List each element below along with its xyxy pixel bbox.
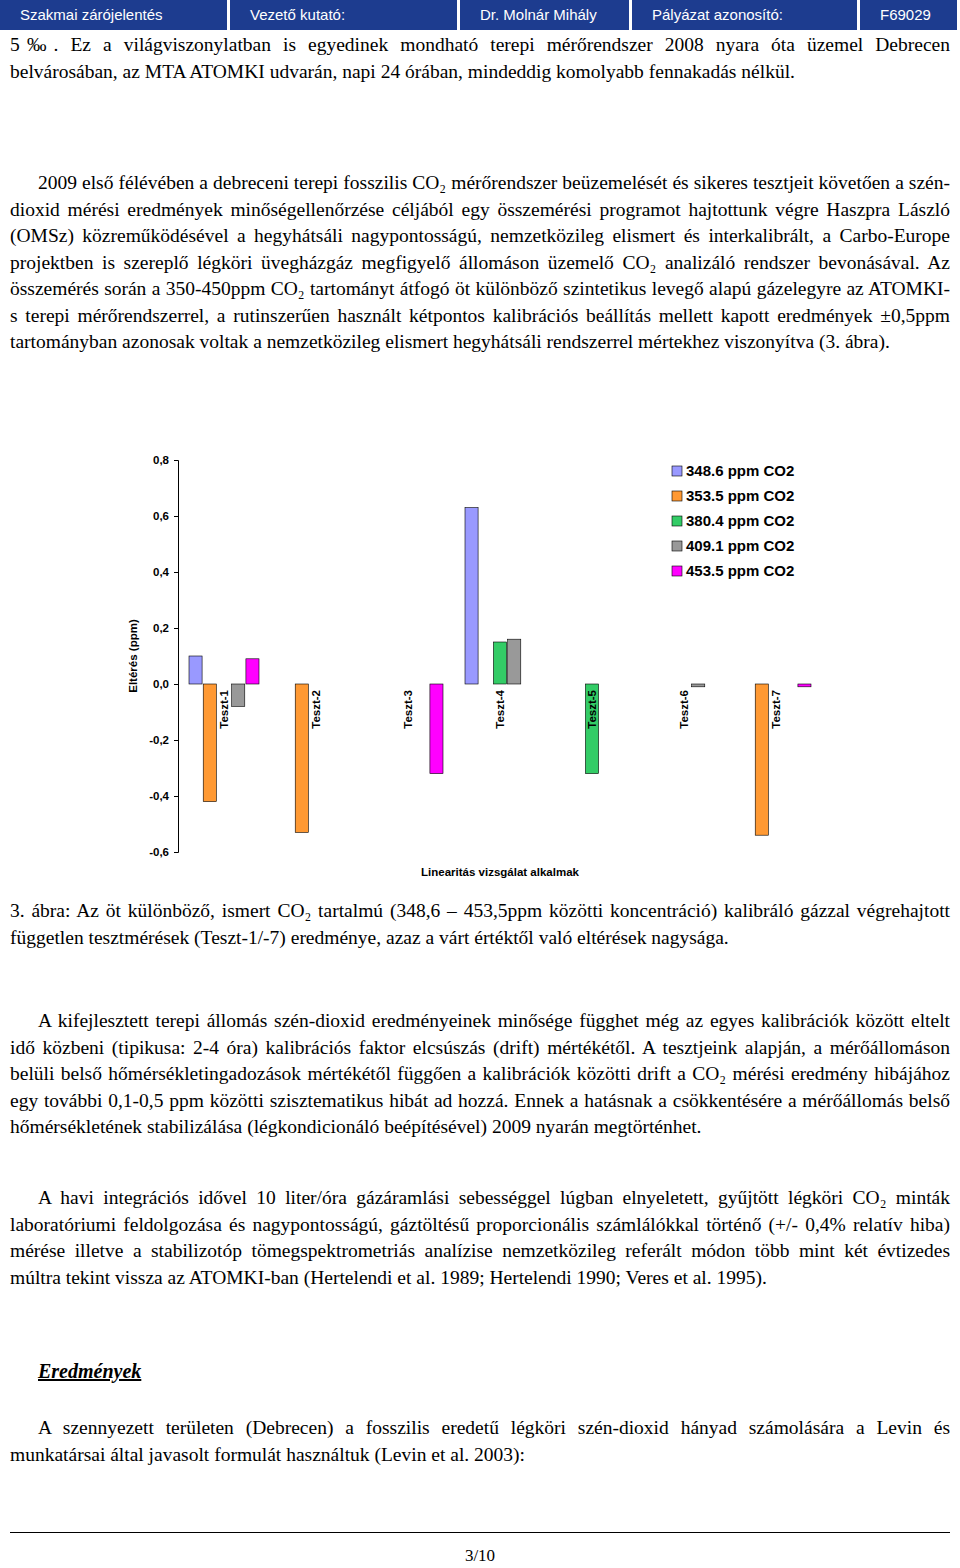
header-cell: Dr. Molnár Mihály	[460, 0, 632, 30]
legend: 348.6 ppm CO2 353.5 ppm CO2 380.4 ppm CO2 4…	[660, 458, 822, 585]
y-tick-label: 0,4	[153, 566, 170, 578]
legend-swatch	[672, 541, 682, 551]
bar	[508, 639, 521, 684]
legend-swatch	[672, 566, 682, 576]
y-tick-label: 0,6	[153, 510, 169, 522]
bar	[203, 684, 216, 802]
x-tick-label: Teszt-2	[310, 690, 322, 729]
y-tick: 0,8	[153, 454, 178, 466]
bar	[189, 656, 202, 684]
legend-box	[660, 458, 822, 585]
paragraph: A kifejlesztett terepi állomás szén-diox…	[10, 1008, 950, 1141]
y-tick-label: -0,4	[149, 790, 169, 802]
bar	[585, 684, 598, 774]
y-tick-label: -0,2	[149, 734, 169, 746]
bar	[755, 684, 768, 835]
y-tick: -0,6	[149, 846, 178, 858]
header-cell: Szakmai zárójelentés	[0, 0, 230, 30]
bar	[295, 684, 308, 832]
page: Szakmai zárójelentésVezető kutató:Dr. Mo…	[0, 0, 960, 1568]
x-tick: Teszt-6	[678, 690, 690, 729]
x-axis-title: Linearitás vizsgálat alkalmak	[421, 866, 579, 878]
y-axis: -0,6 -0,4 -0,2 0,0 0,2 0,4 0,6 0,8	[149, 454, 178, 858]
legend-swatch	[672, 516, 682, 526]
legend-swatch	[672, 466, 682, 476]
x-tick: Teszt-4	[494, 689, 506, 728]
bar	[692, 684, 705, 687]
x-tick-label: Teszt-5	[586, 689, 598, 728]
y-tick-mark	[174, 572, 178, 573]
bar	[430, 684, 443, 774]
y-tick-mark	[174, 628, 178, 629]
y-tick-mark	[174, 740, 178, 741]
y-tick-label: -0,6	[149, 846, 169, 858]
bar	[493, 642, 506, 684]
y-tick-label: 0,0	[153, 678, 169, 690]
header-cell: Pályázat azonosító:	[632, 0, 860, 30]
x-tick-label: Teszt-6	[678, 690, 690, 729]
y-tick-mark	[174, 460, 178, 461]
y-tick-mark	[174, 852, 178, 853]
legend-label: 409.1 ppm CO2	[686, 537, 794, 554]
x-tick: Teszt-7	[770, 690, 782, 729]
header-bar: Szakmai zárójelentésVezető kutató:Dr. Mo…	[0, 0, 960, 30]
chart: -0,6-0,4-0,20,00,20,40,60,8Teszt-1Teszt-…	[0, 440, 960, 890]
x-axis: Teszt-1 Teszt-2 Teszt-3 Teszt-4 Teszt-5 Teszt…	[218, 689, 782, 728]
figure-caption: 3. ábra: Az öt különböző, ismert CO₂ tar…	[10, 898, 950, 951]
legend-swatch	[672, 491, 682, 501]
y-tick-label: 0,2	[153, 622, 169, 634]
x-tick: Teszt-3	[402, 690, 414, 729]
x-tick: Teszt-5	[586, 689, 598, 728]
y-tick: -0,4	[149, 790, 178, 802]
x-tick-label: Teszt-3	[402, 690, 414, 729]
x-tick-label: Teszt-1	[218, 689, 230, 728]
bar	[246, 659, 259, 684]
y-tick: -0,2	[149, 734, 178, 746]
x-tick-label: Teszt-7	[770, 690, 782, 729]
y-tick-mark	[174, 796, 178, 797]
y-tick-mark	[174, 684, 178, 685]
y-tick: 0,0	[153, 678, 178, 690]
y-tick: 0,4	[153, 566, 178, 578]
header-cell: Vezető kutató:	[230, 0, 460, 30]
x-tick-label: Teszt-4	[494, 689, 506, 728]
paragraph: 5‰. Ez a világviszonylatban is egyedinek…	[10, 32, 950, 85]
y-axis-title: Eltérés (ppm)	[127, 619, 139, 693]
y-tick-mark	[174, 516, 178, 517]
paragraph: 2009 első félévében a debreceni terepi f…	[10, 170, 950, 356]
legend-label: 353.5 ppm CO2	[686, 487, 794, 504]
bar	[798, 684, 811, 687]
page-number: 3/10	[0, 1546, 960, 1566]
x-tick: Teszt-1	[218, 689, 230, 728]
bar	[465, 508, 478, 684]
y-tick: 0,6	[153, 510, 178, 522]
y-tick: 0,2	[153, 622, 178, 634]
legend-label: 348.6 ppm CO2	[686, 462, 794, 479]
section-heading: Eredmények	[38, 1360, 141, 1383]
legend-label: 453.5 ppm CO2	[686, 562, 794, 579]
y-axis-line	[174, 461, 179, 853]
paragraph: A szennyezett területen (Debrecen) a fos…	[10, 1415, 950, 1468]
header-cell: F69029	[860, 0, 960, 30]
legend-label: 380.4 ppm CO2	[686, 512, 794, 529]
y-tick-label: 0,8	[153, 454, 170, 466]
bar	[232, 684, 245, 706]
x-tick: Teszt-2	[310, 690, 322, 729]
footer-rule	[10, 1532, 950, 1533]
paragraph: A havi integrációs idővel 10 liter/óra g…	[10, 1185, 950, 1291]
